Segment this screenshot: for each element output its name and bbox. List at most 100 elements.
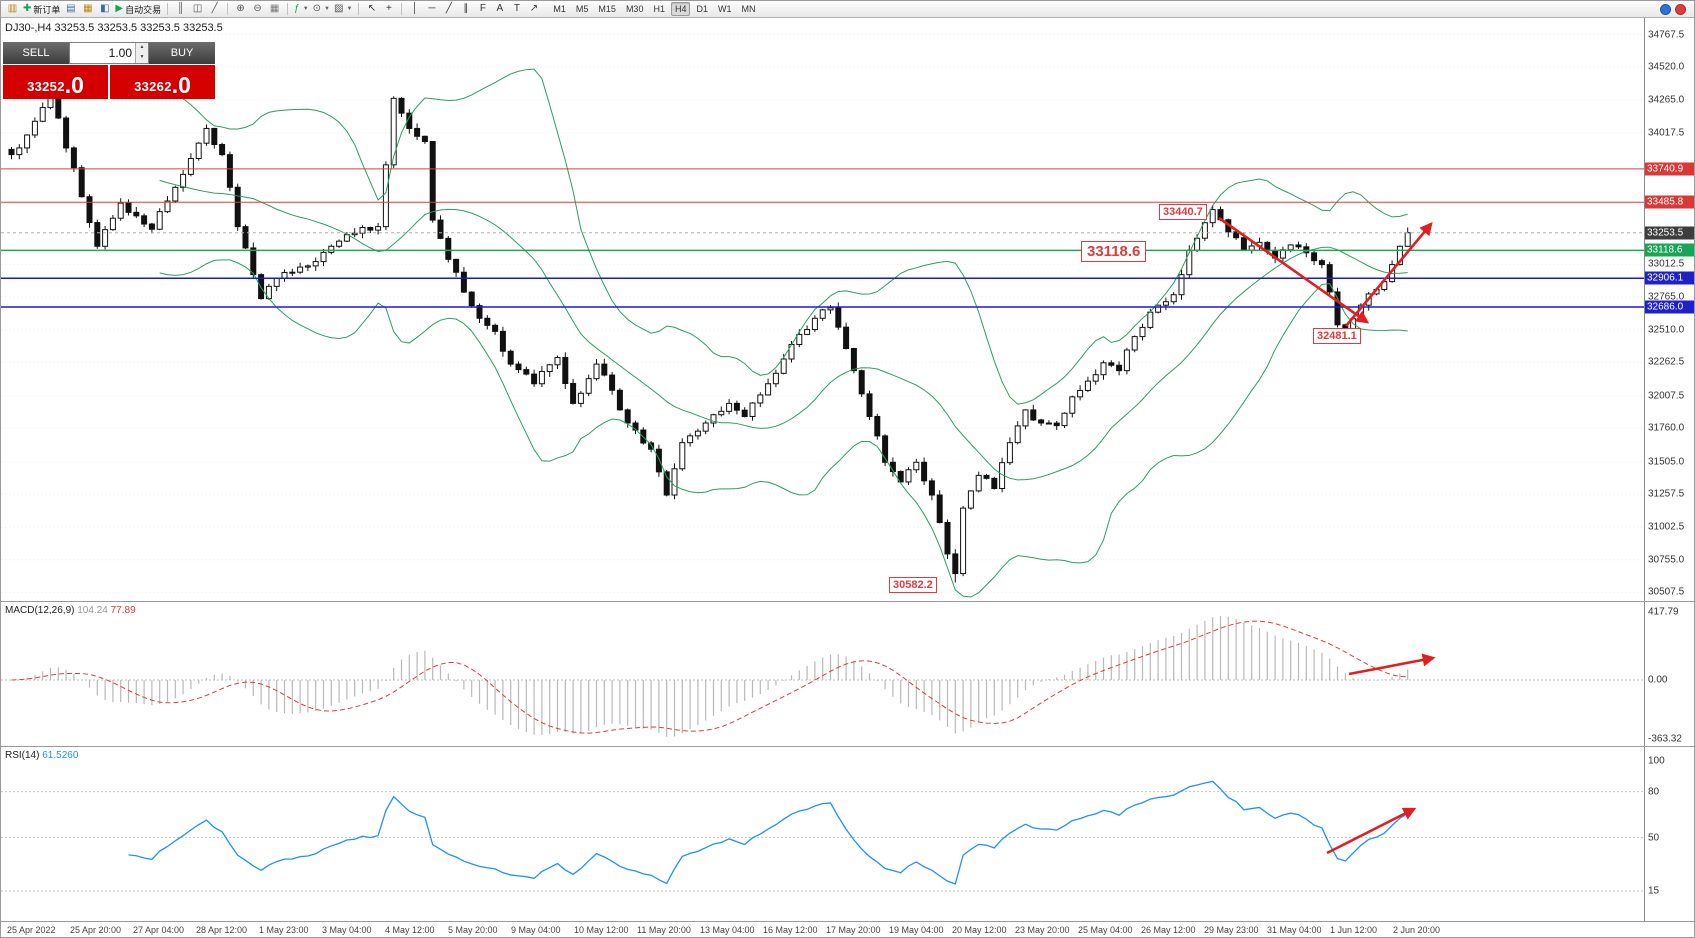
macd-axis-tick: -363.32 — [1648, 733, 1682, 745]
time-axis-label: 2 Jun 20:00 — [1393, 925, 1441, 935]
trend-arrow — [1348, 653, 1436, 676]
time-axis-label: 29 May 23:00 — [1204, 925, 1259, 935]
macd-signal-line — [11, 620, 1408, 734]
volume-spinner[interactable]: ▲ ▼ — [135, 43, 148, 63]
macd-value-signal: 77.89 — [110, 605, 136, 616]
toolbar-separator — [401, 3, 403, 15]
channel-tool-icon[interactable]: ∥ — [457, 2, 474, 17]
rsi-panel: RSI(14) 61.5260 — [1, 747, 1644, 922]
arrows-tool-icon[interactable]: ↗ — [525, 2, 542, 17]
panel-separator — [1, 601, 1694, 602]
price-axis-tick: 34265.0 — [1648, 94, 1685, 106]
price-axis-badge: 33485.8 — [1645, 195, 1694, 209]
chevron-down-icon: ▼ — [324, 6, 330, 12]
price-annotation: 33118.6 — [1081, 241, 1147, 262]
price-axis-tick: 31002.5 — [1648, 521, 1685, 533]
time-axis-label: 25 Apr 2022 — [7, 925, 56, 935]
price-axis-tick: 34017.5 — [1648, 127, 1685, 139]
chart-title-text: DJ30-,H4 33253.5 33253.5 33253.5 33253.5 — [5, 22, 223, 34]
timeframe-h4-button[interactable]: H4 — [670, 2, 691, 16]
bar-chart-mode-icon[interactable]: ║ — [172, 2, 189, 17]
rsi-axis-tick: 50 — [1648, 832, 1660, 843]
sell-price[interactable]: 33252 .0 — [3, 65, 108, 99]
chevron-down-icon: ▼ — [346, 6, 353, 12]
timeframe-h1-button[interactable]: H1 — [653, 4, 665, 14]
price-axis-tick: 32510.0 — [1648, 324, 1685, 336]
volume-value[interactable]: 1.00 — [108, 46, 132, 60]
candles — [8, 93, 1411, 583]
periods-menu-button[interactable]: ⊙ ▼ — [311, 2, 332, 17]
candlestick-mode-icon[interactable]: ◫ — [189, 2, 206, 17]
buy-button[interactable]: BUY — [149, 42, 215, 64]
timeframe-w1-button[interactable]: W1 — [718, 4, 732, 14]
community-icon[interactable] — [1660, 3, 1671, 15]
price-axis-tick: 30755.0 — [1648, 554, 1685, 566]
price-axis-tick: 31760.0 — [1648, 422, 1685, 434]
label-tool-icon[interactable]: T — [508, 2, 525, 17]
price-axis-badge: 32686.0 — [1645, 300, 1694, 314]
zoom-in-icon-glyph: ⊕ — [236, 3, 245, 14]
buy-price-big: .0 — [171, 72, 191, 98]
bollinger-middle-band — [159, 179, 1408, 481]
templates-menu-button[interactable]: ▨ ▼ — [332, 2, 354, 17]
price-axis-tick: 34767.5 — [1648, 29, 1685, 40]
timeframe-m15-button[interactable]: M15 — [598, 4, 616, 14]
bar-chart-mode-icon-glyph: ║ — [177, 3, 185, 14]
time-axis[interactable]: 25 Apr 2022 25 Apr 20:00 27 Apr 04:00 28 Ap… — [1, 922, 1694, 937]
one-click-trading-widget: SELL 1.00 ▲ ▼ BUY 33252 .0 33262 .0 — [3, 42, 215, 99]
chart-profiles-icon[interactable]: ▤ — [62, 2, 79, 17]
new-order-button[interactable]: ✚ 新订单 — [21, 2, 62, 17]
horizontal-line-tool-icon[interactable]: ─ — [423, 2, 440, 17]
volume-down-icon[interactable]: ▼ — [136, 53, 148, 63]
vertical-line-tool-icon-glyph: │ — [411, 3, 419, 14]
timeframe-d1-button[interactable]: D1 — [696, 4, 708, 14]
price-axis[interactable]: 34767.5 34520.0 34265.0 34017.5 33012.5 32765… — [1644, 18, 1694, 922]
time-axis-label: 27 Apr 04:00 — [133, 925, 185, 935]
new-chart-icon[interactable]: ▥ — [4, 2, 21, 17]
buy-price[interactable]: 33262 .0 — [110, 65, 215, 99]
trend-arrow — [1218, 216, 1370, 324]
timeframe-m30-button[interactable]: M30 — [625, 4, 644, 14]
zoom-in-icon[interactable]: ⊕ — [232, 2, 249, 17]
market-watch-icon-glyph: ▦ — [83, 3, 93, 14]
crosshair-tool-icon[interactable]: + — [380, 2, 397, 17]
tile-windows-icon[interactable]: ▦ — [266, 2, 283, 17]
sell-button[interactable]: SELL — [3, 42, 69, 64]
trend-arrow — [1345, 222, 1433, 327]
timeframe-m1-button[interactable]: M1 — [553, 4, 566, 14]
trendline-tool-icon[interactable]: ╱ — [440, 2, 457, 17]
price-annotation: 33440.7 — [1159, 204, 1207, 220]
market-watch-icon[interactable]: ▦ — [79, 2, 96, 17]
panel-separator — [1, 746, 1694, 747]
indicators-menu-button[interactable]: ƒ ▼ — [292, 2, 311, 17]
autotrading-button[interactable]: ▶ 自动交易 — [113, 2, 163, 17]
vertical-line-tool-icon[interactable]: │ — [406, 2, 423, 17]
volume-up-icon[interactable]: ▲ — [136, 43, 148, 53]
autotrading-button-icon: ▶ — [115, 3, 124, 14]
candlestick-mode-icon-glyph: ◫ — [192, 3, 203, 14]
zoom-out-icon[interactable]: ⊖ — [249, 2, 266, 17]
chart-title: DJ30-,H4 33253.5 33253.5 33253.5 33253.5 — [5, 22, 223, 34]
chart-panel[interactable]: DJ30-,H4 33253.5 33253.5 33253.5 33253.5… — [1, 18, 1644, 602]
timeframe-mn-button[interactable]: MN — [741, 4, 756, 14]
timeframe-m5-button[interactable]: M5 — [575, 4, 589, 14]
top-toolbar: ▥ ✚ 新订单 ▤ ▦ ◧ ▶ 自动交易 ║ ◫ ╱ ⊕ ⊖ ▦ ƒ ▼ ⊙ ▼ ▨ ▼ ↖ + │ ─ ╱ ∥ F A T ↗ M1 M5 M… — [1, 1, 1694, 18]
rsi-value: 61.5260 — [42, 750, 79, 761]
toolbar-separator — [358, 3, 360, 15]
cursor-tool-icon[interactable]: ↖ — [363, 2, 380, 17]
label-tool-icon-glyph: T — [513, 3, 520, 14]
news-icon[interactable] — [1675, 3, 1686, 15]
volume-input[interactable]: 1.00 ▲ ▼ — [69, 42, 149, 64]
text-tool-icon[interactable]: A — [491, 2, 508, 17]
fibonacci-tool-icon-glyph: F — [479, 3, 486, 14]
crosshair-tool-icon-glyph: + — [385, 3, 392, 14]
macd-histogram — [18, 615, 1409, 737]
time-axis-label: 23 May 20:00 — [1015, 925, 1070, 935]
fibonacci-tool-icon[interactable]: F — [474, 2, 491, 17]
line-chart-mode-icon[interactable]: ╱ — [206, 2, 223, 17]
time-axis-label: 25 Apr 20:00 — [70, 925, 122, 935]
data-window-icon[interactable]: ◧ — [96, 2, 113, 17]
new-order-button-label: 新订单 — [33, 4, 61, 15]
candlestick-chart[interactable] — [1, 18, 1644, 602]
